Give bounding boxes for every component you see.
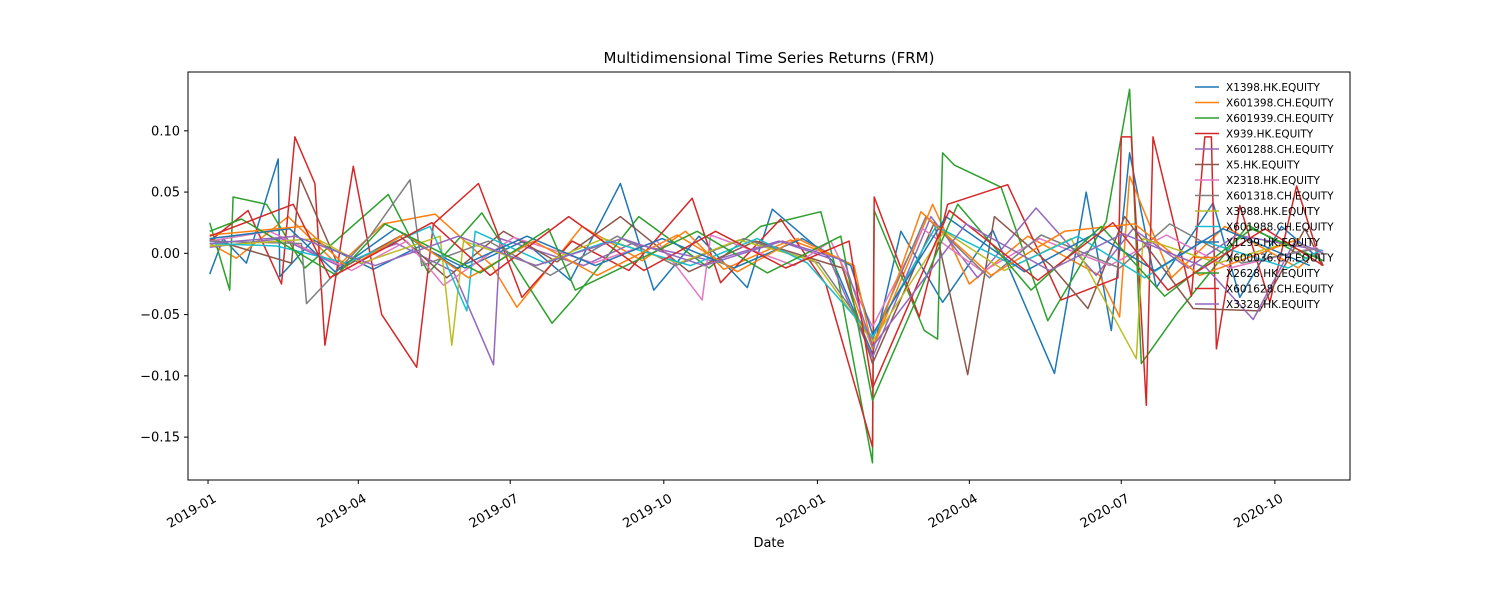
y-tick-label-5: −0.15 [140, 431, 180, 446]
y-tick-label-0: 0.10 [151, 124, 180, 139]
legend-label-0: X1398.HK.EQUITY [1226, 82, 1320, 94]
series-line-3 [209, 136, 1323, 448]
y-tick-label-1: 0.05 [151, 186, 180, 201]
legend-label-14: X3328.HK.EQUITY [1226, 299, 1320, 311]
y-tick-label-4: −0.10 [140, 369, 180, 384]
x-tick-label-7: 2020-10 [1232, 491, 1287, 531]
series-line-5 [209, 176, 1324, 376]
series-line-0 [208, 152, 1321, 375]
series-line-13 [209, 203, 1324, 389]
legend-label-6: X2318.HK.EQUITY [1226, 175, 1320, 187]
y-tick-label-3: −0.05 [140, 308, 180, 323]
x-tick-label-4: 2020-01 [774, 491, 829, 531]
x-tick-label-2: 2019-07 [467, 491, 522, 531]
legend: X1398.HK.EQUITY X601398.CH.EQUITY X601939.… [1195, 82, 1334, 311]
x-tick-label-1: 2019-04 [315, 491, 370, 531]
y-tick-label-2: 0.00 [151, 247, 180, 262]
legend-label-12: X2628.HK.EQUITY [1226, 268, 1320, 280]
legend-label-13: X601628.CH.EQUITY [1226, 284, 1334, 296]
y-axis: 0.10 0.05 0.00 −0.05 −0.10 −0.15 [140, 124, 188, 446]
legend-label-8: X3988.HK.EQUITY [1226, 206, 1320, 218]
legend-label-11: X600036.CH.EQUITY [1226, 253, 1334, 265]
x-tick-label-5: 2020-04 [926, 491, 981, 531]
chart-title: Multidimensional Time Series Returns (FR… [604, 49, 935, 67]
series-line-9 [209, 225, 1322, 338]
plot-frame [187, 71, 1351, 481]
legend-label-9: X601988.CH.EQUITY [1226, 222, 1334, 234]
legend-label-1: X601398.CH.EQUITY [1226, 98, 1334, 110]
x-tick-label-6: 2020-07 [1078, 491, 1133, 531]
legend-label-4: X601288.CH.EQUITY [1226, 144, 1334, 156]
x-tick-label-0: 2019-01 [165, 491, 220, 531]
series-line-2 [208, 88, 1309, 464]
legend-label-10: X1299.HK.EQUITY [1226, 237, 1320, 249]
legend-label-3: X939.HK.EQUITY [1226, 129, 1314, 141]
series-line-10 [209, 215, 1311, 335]
series-line-14 [209, 223, 1324, 348]
series-line-11 [209, 210, 1301, 350]
x-axis-label: Date [753, 536, 784, 551]
series-lines [208, 88, 1324, 464]
x-axis: 2019-01 2019-04 2019-07 2019-10 2020-01 2020-… [165, 480, 1286, 532]
x-tick-label-3: 2019-10 [620, 491, 675, 531]
series-line-7 [209, 179, 1319, 340]
legend-label-5: X5.HK.EQUITY [1226, 160, 1300, 172]
series-line-1 [209, 175, 1321, 350]
legend-label-2: X601939.CH.EQUITY [1226, 113, 1334, 125]
series-line-12 [209, 203, 1324, 402]
legend-label-7: X601318.CH.EQUITY [1226, 191, 1334, 203]
